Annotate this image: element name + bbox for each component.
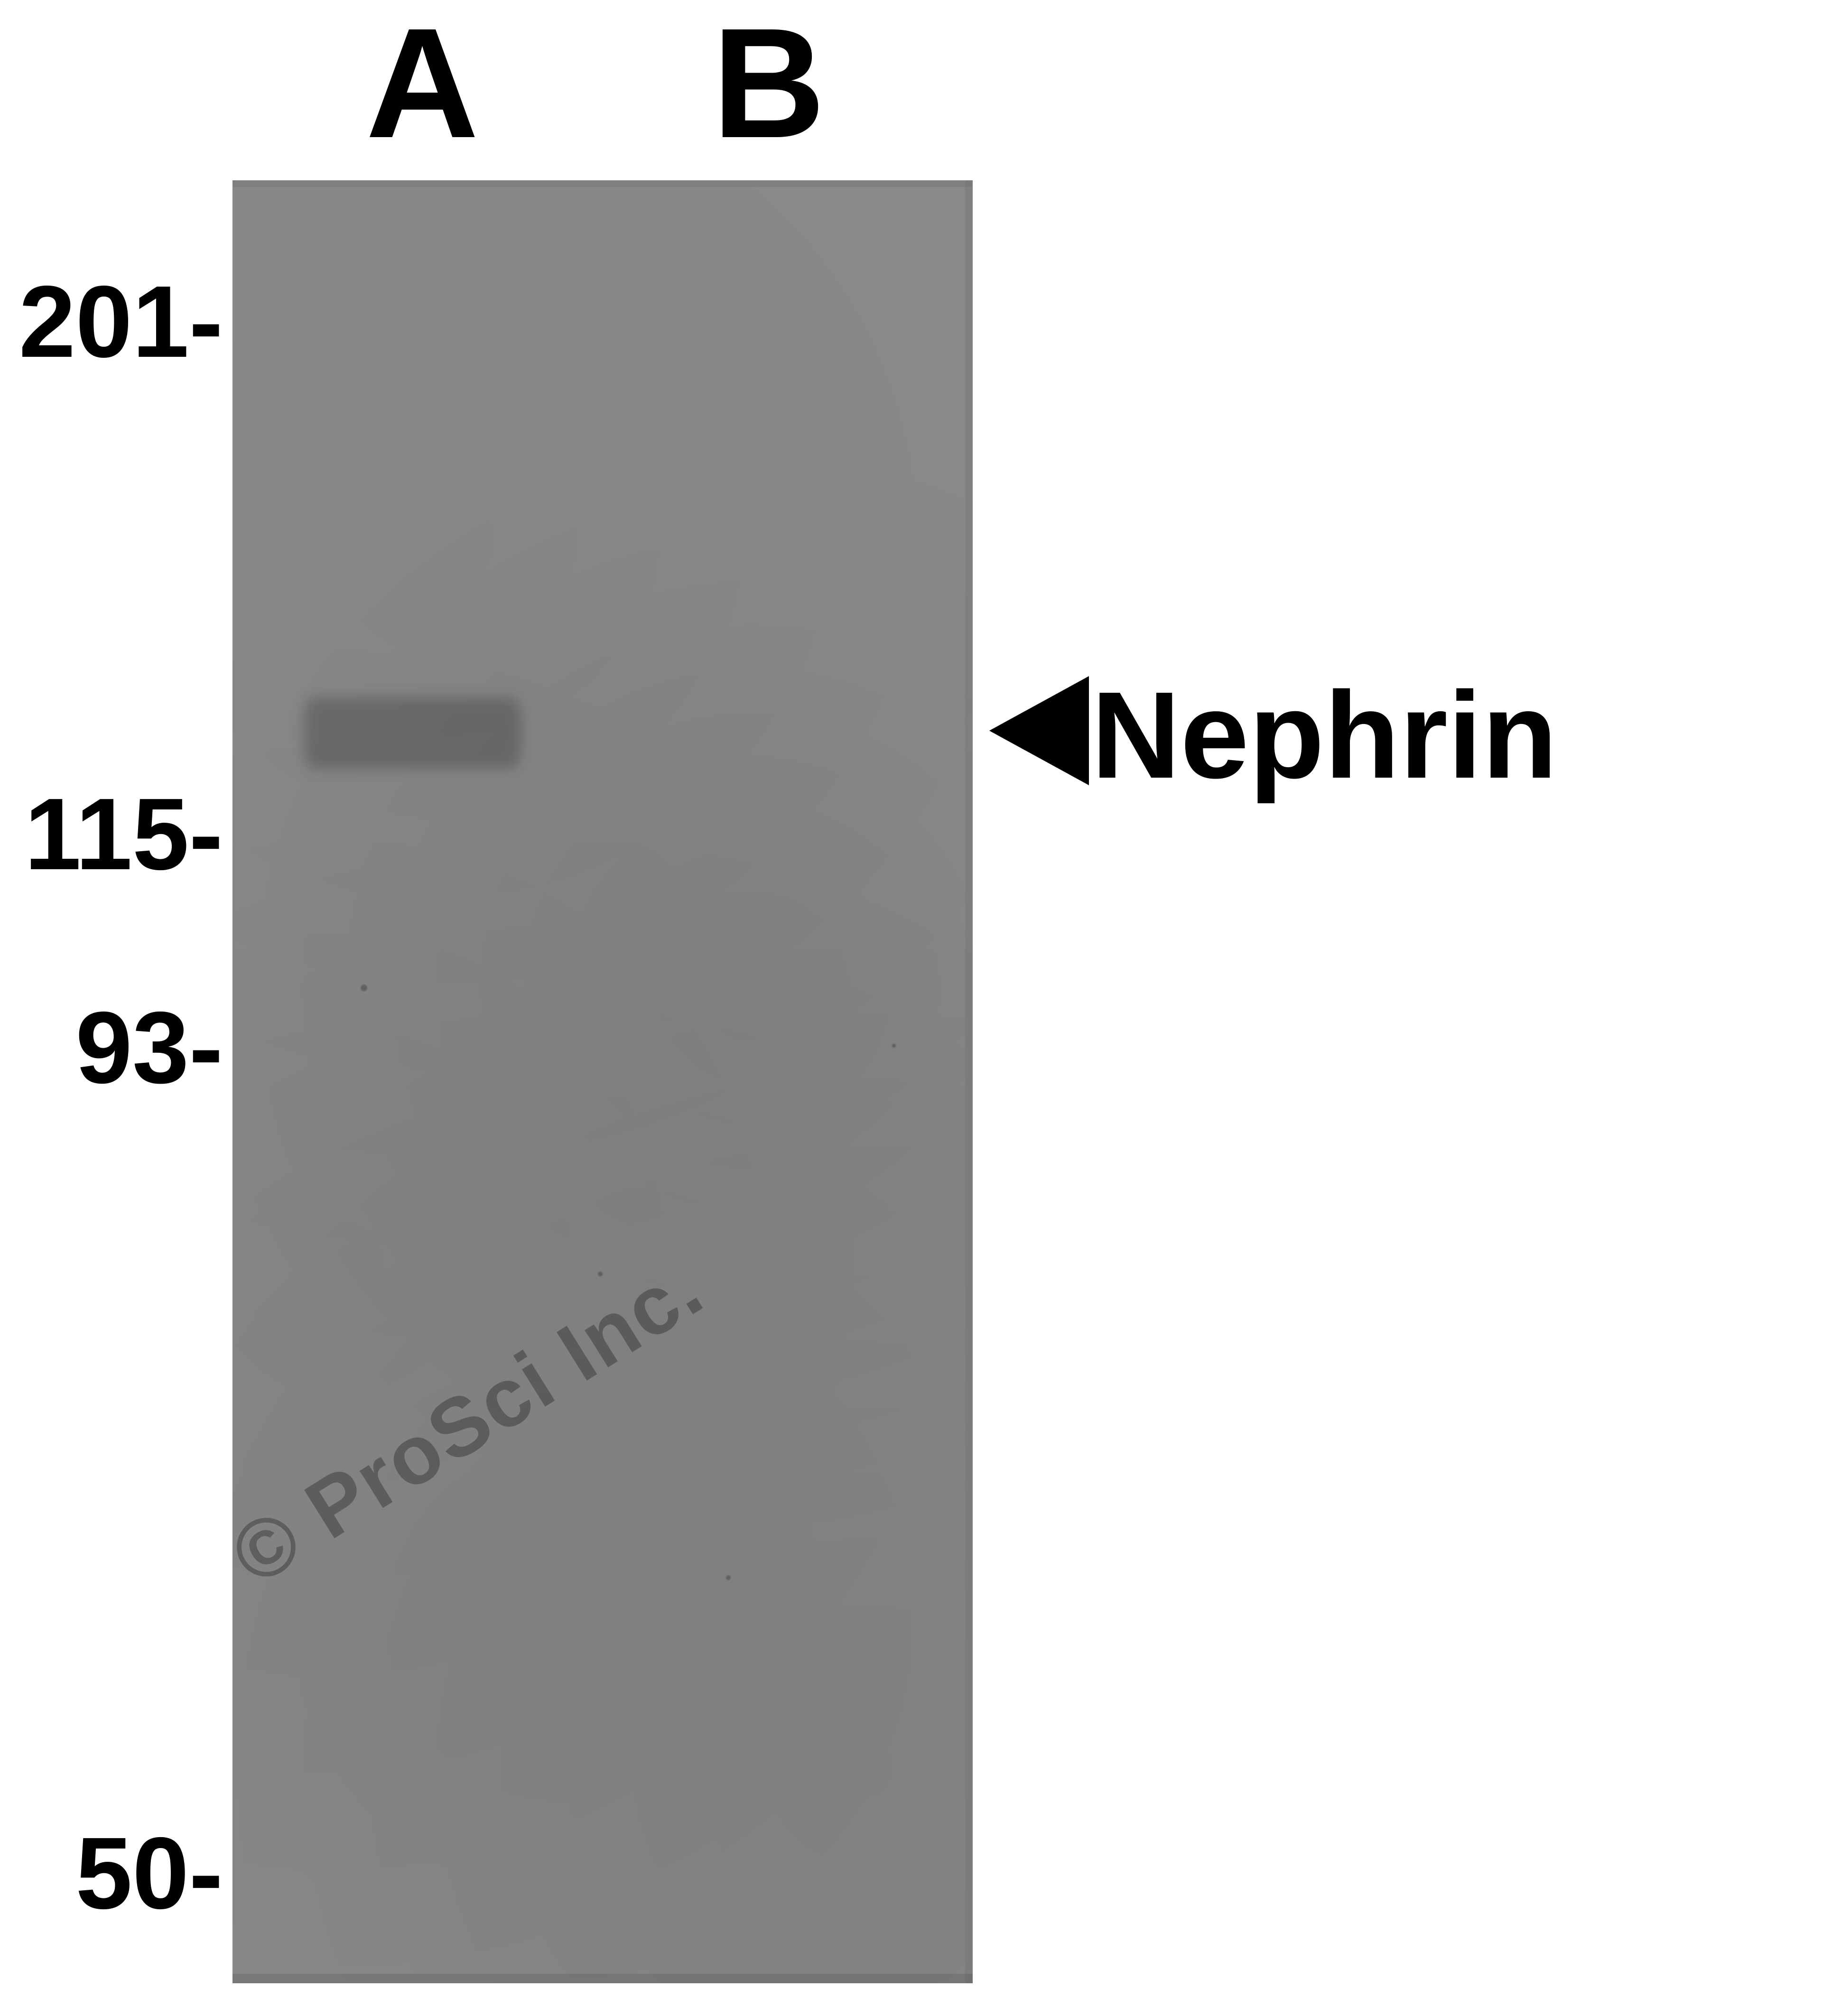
mw-marker-50: 50-	[75, 1822, 223, 1924]
mw-marker-93: 93-	[75, 996, 223, 1098]
mw-marker-115: 115-	[25, 783, 223, 885]
film-speck	[892, 1044, 896, 1048]
film-speck	[361, 985, 367, 991]
western-blot-membrane: © ProSci Inc.	[232, 180, 973, 1983]
membrane-edge	[232, 1974, 973, 1983]
lane-label-a: A	[366, 5, 479, 161]
membrane-edge	[232, 180, 973, 187]
figure-canvas: © ProSci Inc. A B 201- 115- 93- 50- Neph…	[0, 0, 1822, 2016]
film-speck	[726, 1575, 731, 1580]
mw-marker-201: 201-	[19, 270, 223, 372]
copyright-watermark: © ProSci Inc.	[232, 1240, 719, 1604]
membrane-edge	[965, 180, 973, 1983]
band-arrow-icon	[989, 676, 1089, 785]
band-label-nephrin: Nephrin	[1091, 674, 1557, 797]
protein-band	[304, 697, 522, 769]
lane-label-b: B	[712, 5, 825, 161]
film-speck	[598, 1272, 603, 1276]
